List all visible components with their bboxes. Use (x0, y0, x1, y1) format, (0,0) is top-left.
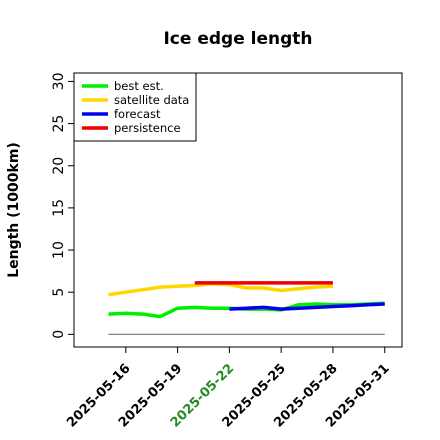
plot-frame (73, 72, 403, 348)
y-tick-label: 10 (51, 241, 67, 259)
legend: best est.satellite dataforecastpersisten… (73, 72, 197, 142)
y-tick-label: 30 (51, 73, 67, 91)
y-tick-label: 20 (51, 157, 67, 175)
y-axis: 0 5 10 15 20 25 30 (51, 73, 74, 339)
legend-label: best est. (114, 79, 164, 93)
y-axis-label: Length (1000km) (6, 142, 22, 278)
y-tick-label: 15 (51, 199, 67, 217)
legend-label: satellite data (114, 93, 189, 107)
series-line-satellite-data (108, 282, 333, 297)
legend-label: forecast (114, 107, 161, 121)
y-tick-label: 25 (51, 115, 67, 133)
series-line-forecast (229, 302, 385, 311)
legend-label: persistence (114, 121, 181, 135)
series-layer (108, 281, 385, 319)
y-tick-label: 5 (51, 288, 67, 297)
x-axis: 2025-05-162025-05-192025-05-222025-05-25… (64, 347, 393, 431)
y-tick-label: 0 (51, 330, 67, 339)
chart-title: Ice edge length (163, 29, 312, 49)
